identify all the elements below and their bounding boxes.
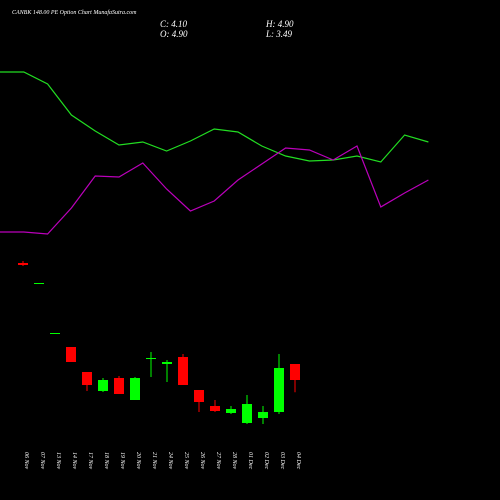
low-label: L: 3.49 <box>265 29 293 39</box>
candle-body <box>130 378 140 400</box>
indicator-line <box>0 71 429 163</box>
candle-body <box>242 404 252 423</box>
candle-body <box>258 412 268 418</box>
x-tick-label: 25 Nov <box>183 452 189 470</box>
x-tick-label: 26 Nov <box>199 452 205 470</box>
x-tick-label: 24 Nov <box>167 452 174 470</box>
x-tick-label: 04 Dec <box>295 452 302 469</box>
candle-body <box>98 380 108 391</box>
x-tick-label: 27 Nov <box>215 452 221 470</box>
x-tick-label: 01 Dec <box>247 452 253 469</box>
x-tick-label: 21 Nov <box>151 452 157 470</box>
x-tick-label: 18 Nov <box>103 452 109 470</box>
candle-body <box>18 263 28 265</box>
x-tick-label: 06 Nov <box>23 452 29 470</box>
candle-body <box>194 390 204 402</box>
chart-title: CANBK 148.00 PE Option Chart MunafaSutra… <box>12 9 137 16</box>
candle-body <box>226 409 236 413</box>
candle-body <box>146 358 156 359</box>
open-label: O: 4.90 <box>160 29 188 39</box>
candle-body <box>210 406 220 411</box>
x-tick-label: 07 Nov <box>39 452 45 470</box>
x-tick-label: 14 Nov <box>71 452 78 470</box>
candle-body <box>290 364 300 380</box>
candle-body <box>274 368 284 412</box>
close-label: C: 4.10 <box>160 19 188 29</box>
candle-body <box>162 362 172 364</box>
x-tick-label: 28 Nov <box>231 452 237 470</box>
candle-body <box>50 333 60 334</box>
x-tick-label: 03 Dec <box>279 452 285 469</box>
x-tick-label: 13 Nov <box>55 452 61 470</box>
x-tick-label: 20 Nov <box>135 452 141 470</box>
candle-body <box>82 372 92 385</box>
candle-body <box>66 347 76 362</box>
x-tick-label: 19 Nov <box>119 452 125 470</box>
candle-body <box>114 378 124 394</box>
indicator-line <box>0 145 429 235</box>
x-tick-label: 17 Nov <box>87 452 93 470</box>
high-label: H: 4.90 <box>265 19 294 29</box>
x-tick-label: 02 Dec <box>263 452 269 469</box>
candle-body <box>178 357 188 385</box>
candle-body <box>34 283 44 284</box>
